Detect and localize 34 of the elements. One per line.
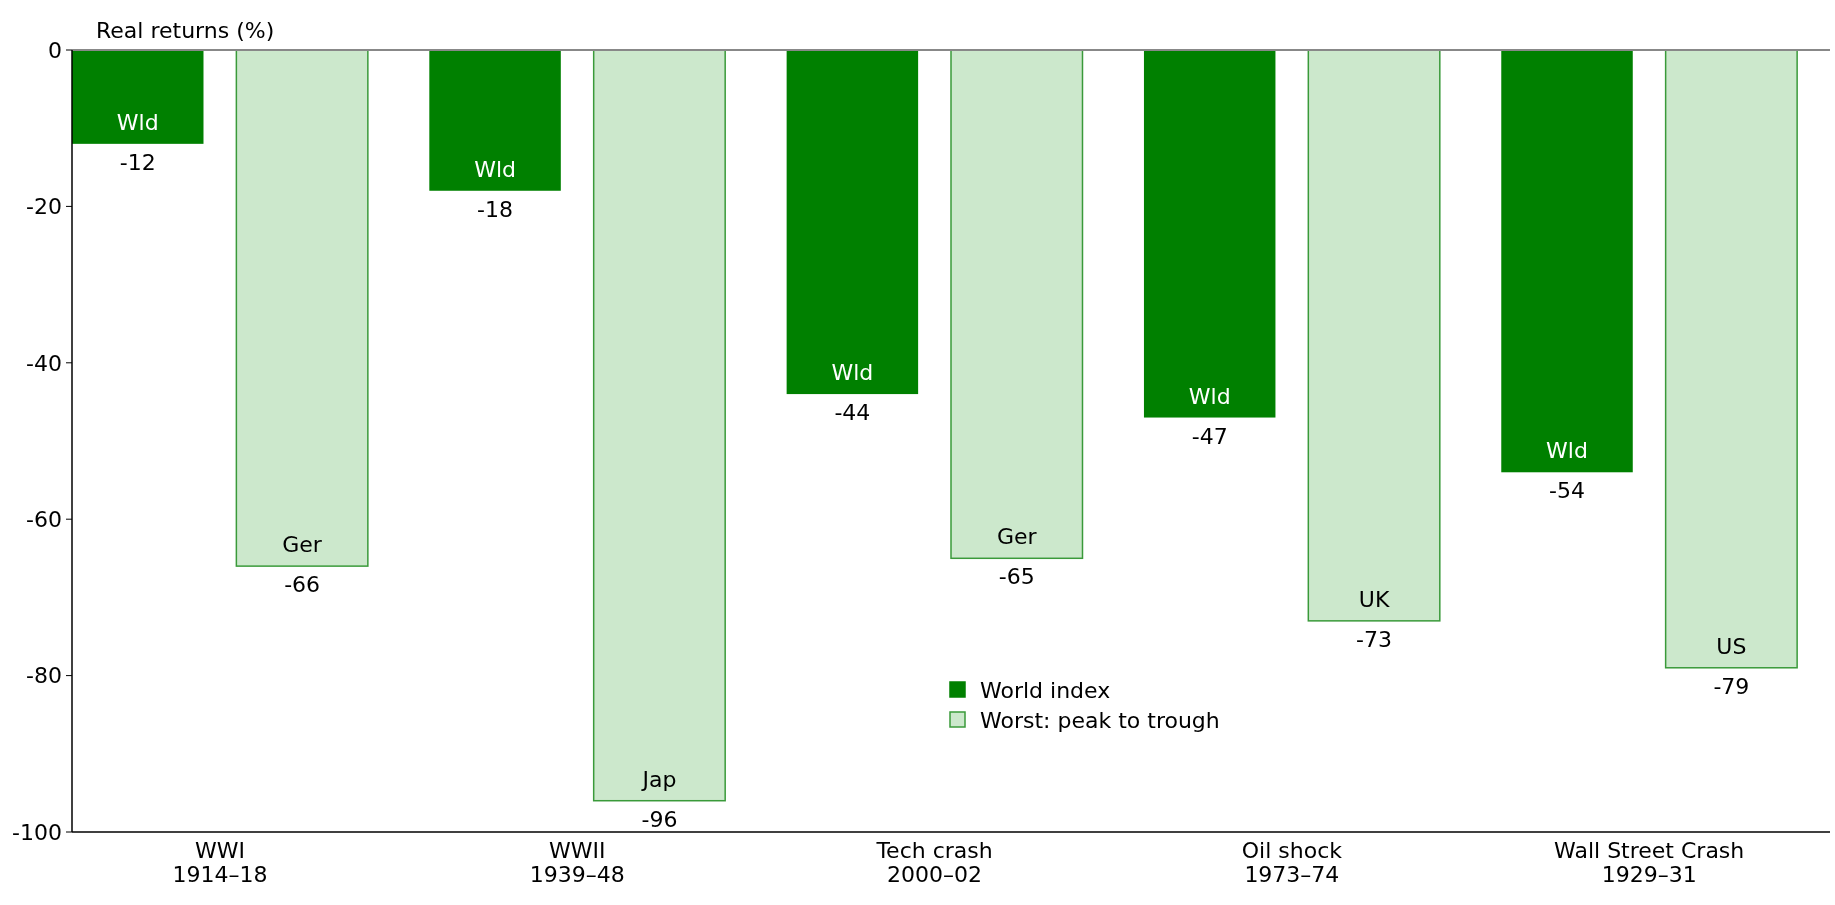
annotation: Wld (1188, 383, 1231, 409)
data-label: -18 (477, 196, 514, 222)
x-tick-label: Wall Street Crash 1929–31 (1554, 838, 1745, 887)
y-tick-label: 0 (48, 37, 62, 63)
annotation: Jap (640, 766, 677, 792)
annotation: US (1716, 633, 1747, 659)
data-label: -79 (1713, 673, 1750, 699)
annotation: Wld (831, 360, 874, 386)
x-tick-label: WWII 1939–48 (529, 838, 625, 887)
y-axis-title: Real returns (%) (96, 18, 275, 43)
annotation: Wld (116, 109, 159, 135)
data-label: -65 (998, 564, 1035, 590)
x-tick-label: Oil shock 1973–74 (1241, 838, 1343, 887)
y-tick-label: -20 (26, 194, 62, 220)
data-label: -12 (119, 149, 156, 175)
legend-label: World index (980, 677, 1111, 703)
annotation: UK (1358, 586, 1390, 612)
x-tick-label: Tech crash 2000–02 (875, 838, 993, 887)
legend-label: Worst: peak to trough (980, 707, 1220, 733)
data-label: -73 (1356, 626, 1393, 652)
y-tick-label: -80 (26, 663, 62, 689)
data-label: -44 (834, 400, 871, 426)
data-label: -47 (1191, 423, 1228, 449)
x-tick-label: WWI 1914–18 (172, 838, 268, 887)
y-tick-label: -40 (26, 350, 62, 376)
y-tick-label: -100 (12, 819, 62, 845)
annotation: Ger (996, 524, 1038, 550)
y-tick-label: -60 (26, 506, 62, 532)
annotation: Wld (474, 156, 516, 182)
annotation: Wld (1546, 438, 1588, 464)
data-label: -54 (1549, 478, 1585, 504)
annotation: Ger (282, 532, 323, 558)
data-label: -66 (284, 572, 321, 598)
data-label: -96 (641, 806, 678, 832)
